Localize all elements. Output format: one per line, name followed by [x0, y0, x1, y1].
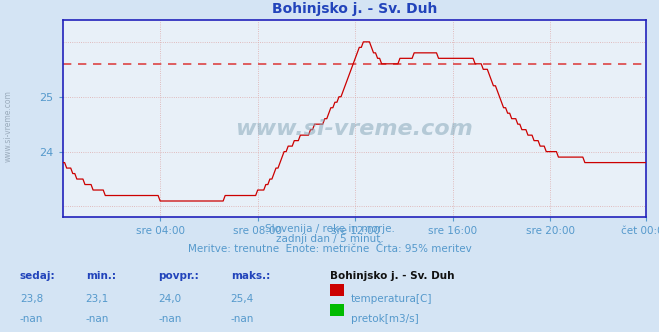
Text: -nan: -nan	[20, 314, 43, 324]
Text: pretok[m3/s]: pretok[m3/s]	[351, 314, 418, 324]
Text: 23,8: 23,8	[20, 294, 43, 304]
Text: -nan: -nan	[231, 314, 254, 324]
Text: povpr.:: povpr.:	[158, 271, 199, 281]
Text: 23,1: 23,1	[86, 294, 109, 304]
Text: -nan: -nan	[86, 314, 109, 324]
Text: Bohinjsko j. - Sv. Duh: Bohinjsko j. - Sv. Duh	[330, 271, 454, 281]
Text: www.si-vreme.com: www.si-vreme.com	[235, 119, 473, 138]
Text: -nan: -nan	[158, 314, 181, 324]
Text: zadnji dan / 5 minut.: zadnji dan / 5 minut.	[275, 234, 384, 244]
Text: 24,0: 24,0	[158, 294, 181, 304]
Text: Slovenija / reke in morje.: Slovenija / reke in morje.	[264, 224, 395, 234]
Text: Meritve: trenutne  Enote: metrične  Črta: 95% meritev: Meritve: trenutne Enote: metrične Črta: …	[188, 244, 471, 254]
Text: 25,4: 25,4	[231, 294, 254, 304]
Text: www.si-vreme.com: www.si-vreme.com	[4, 90, 13, 162]
Text: min.:: min.:	[86, 271, 116, 281]
Text: temperatura[C]: temperatura[C]	[351, 294, 432, 304]
Text: sedaj:: sedaj:	[20, 271, 55, 281]
Text: maks.:: maks.:	[231, 271, 270, 281]
Title: Bohinjsko j. - Sv. Duh: Bohinjsko j. - Sv. Duh	[272, 2, 437, 16]
